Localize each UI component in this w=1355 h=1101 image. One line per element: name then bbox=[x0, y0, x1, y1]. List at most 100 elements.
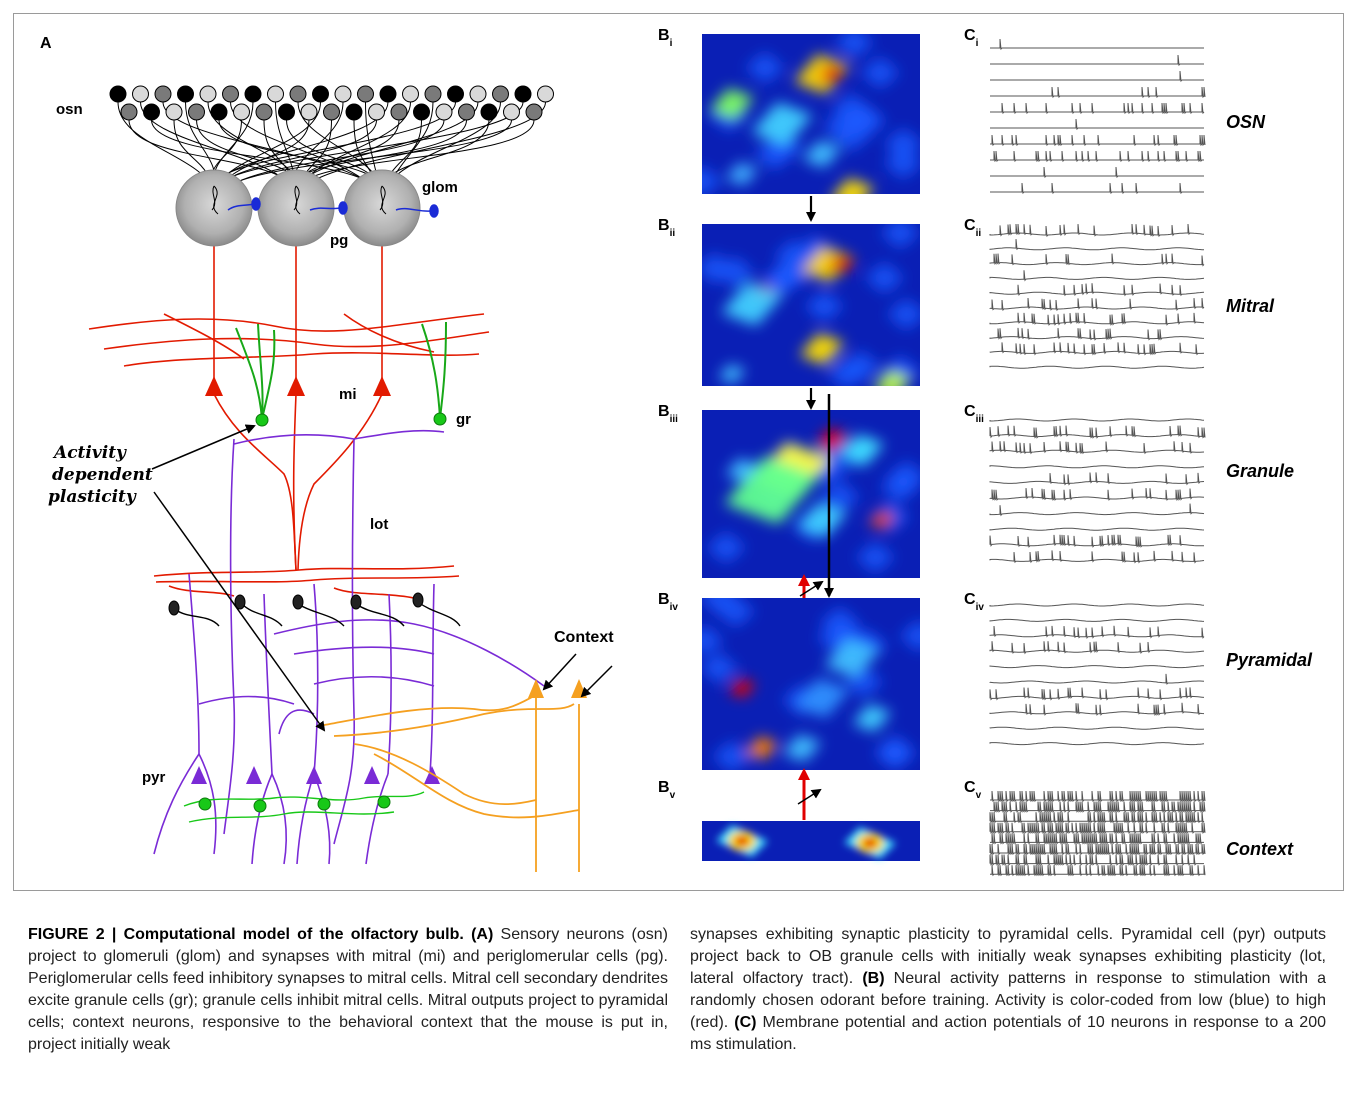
pg-label: pg bbox=[330, 232, 348, 249]
osn-cell bbox=[120, 103, 138, 121]
osn-cell bbox=[233, 103, 250, 121]
spike-trace-group bbox=[989, 223, 1205, 369]
panel-b-label: Bv bbox=[658, 779, 676, 801]
membrane-trace bbox=[989, 487, 1205, 502]
membrane-trace bbox=[990, 865, 1206, 877]
membrane-trace bbox=[989, 223, 1205, 238]
pyramidal-soma bbox=[191, 766, 207, 784]
row-label: OSN bbox=[1226, 112, 1266, 132]
granule-soma bbox=[253, 799, 267, 813]
plasticity-label-line-1: Activity bbox=[52, 443, 127, 463]
osn-cell bbox=[244, 85, 262, 103]
panel-a-letter: A bbox=[40, 35, 52, 52]
caption-tag-c: (C) bbox=[734, 1014, 757, 1031]
panel-c-traces: Ci OSN Cii Mitral Ciii Granule Civ Pyramidal Cv C… bbox=[964, 27, 1313, 877]
plasticity-arrow bbox=[153, 491, 326, 732]
caption-c-text: Membrane potential and action potentials… bbox=[690, 1014, 1327, 1053]
osn-cell bbox=[300, 103, 318, 121]
caption-left-column: FIGURE 2 | Computational model of the ol… bbox=[28, 924, 668, 1056]
membrane-trace bbox=[990, 102, 1205, 115]
membrane-trace bbox=[990, 86, 1206, 99]
membrane-trace bbox=[990, 182, 1204, 195]
pyramidal-soma bbox=[306, 766, 322, 784]
osn-label: osn bbox=[56, 101, 83, 118]
lot-label: lot bbox=[370, 516, 388, 533]
membrane-trace bbox=[990, 54, 1204, 67]
osn-cell bbox=[413, 103, 430, 121]
activity-heatmap bbox=[702, 34, 920, 194]
mitral-soma bbox=[205, 376, 223, 396]
osn-cell bbox=[435, 103, 453, 121]
osn-cell bbox=[514, 85, 532, 103]
caption-a-text: Sensory neurons (osn) project to glomeru… bbox=[28, 926, 668, 1053]
osn-cell bbox=[447, 85, 464, 103]
osn-cell bbox=[199, 85, 217, 103]
osn-cell bbox=[210, 103, 228, 121]
figure-canvas: A osn bbox=[40, 27, 1313, 877]
osn-cell bbox=[154, 85, 172, 103]
membrane-trace bbox=[989, 441, 1205, 455]
osn-cell bbox=[334, 85, 352, 103]
context-neurons bbox=[318, 694, 580, 872]
membrane-trace bbox=[990, 833, 1204, 845]
membrane-trace bbox=[989, 418, 1205, 422]
osn-cell bbox=[312, 85, 329, 103]
panel-b-label: Bi bbox=[658, 27, 673, 49]
membrane-trace bbox=[989, 312, 1205, 326]
interneuron-soma bbox=[412, 592, 424, 608]
osn-cell bbox=[255, 103, 273, 121]
pyramidal-soma bbox=[424, 766, 440, 784]
membrane-trace bbox=[989, 472, 1205, 486]
activity-heatmap bbox=[702, 598, 920, 770]
membrane-trace bbox=[989, 270, 1205, 282]
membrane-trace bbox=[989, 503, 1205, 517]
membrane-trace bbox=[989, 253, 1205, 267]
caption-right-column: synapses exhibiting synaptic plasticity … bbox=[690, 924, 1326, 1056]
caption-tag-b: (B) bbox=[862, 970, 885, 987]
membrane-trace bbox=[989, 239, 1205, 251]
membrane-trace bbox=[989, 342, 1205, 356]
caption-right-text: synapses exhibiting synaptic plasticity … bbox=[690, 926, 1326, 987]
mi-label: mi bbox=[339, 386, 357, 403]
periglomerular-cells bbox=[227, 197, 439, 218]
osn-cell bbox=[503, 103, 520, 121]
membrane-trace bbox=[989, 687, 1205, 701]
caption-tag-a: (A) bbox=[471, 926, 494, 943]
membrane-trace bbox=[990, 150, 1204, 163]
membrane-trace bbox=[990, 70, 1204, 83]
gr-label: gr bbox=[456, 411, 471, 428]
membrane-trace bbox=[990, 166, 1204, 179]
osn-cell bbox=[143, 103, 160, 121]
membrane-trace bbox=[989, 603, 1205, 607]
membrane-trace bbox=[989, 625, 1205, 639]
glom-label: glom bbox=[422, 179, 458, 196]
osn-cell bbox=[357, 85, 374, 103]
osn-cell bbox=[537, 85, 554, 103]
osn-cell bbox=[368, 103, 385, 121]
panel-b-label: Biii bbox=[658, 403, 678, 425]
plasticity-arrow bbox=[797, 788, 822, 805]
pyramidal-network bbox=[153, 429, 545, 865]
osn-cell bbox=[469, 85, 487, 103]
context-soma bbox=[528, 679, 544, 698]
caption-b-text: Neural activity patterns in response to … bbox=[690, 970, 1326, 1031]
membrane-trace bbox=[989, 702, 1205, 716]
osn-cell bbox=[222, 85, 239, 103]
membrane-trace bbox=[989, 550, 1205, 564]
osn-cell bbox=[402, 85, 419, 103]
granule-soma bbox=[433, 412, 447, 426]
granule-soma bbox=[198, 797, 212, 811]
activity-heatmap bbox=[702, 224, 920, 386]
membrane-trace bbox=[989, 822, 1206, 834]
plasticity-label-line-3: plasticity bbox=[48, 487, 137, 507]
mitral-cell-network bbox=[88, 208, 490, 599]
spike-trace-group bbox=[989, 603, 1205, 746]
membrane-trace bbox=[989, 742, 1205, 746]
membrane-trace bbox=[989, 365, 1205, 369]
osn-cell bbox=[424, 85, 442, 103]
panel-b-heatmaps: Bi Bii Biii Biv Bv bbox=[658, 27, 920, 861]
row-label: Pyramidal bbox=[1226, 650, 1313, 670]
interneuron-soma bbox=[350, 594, 362, 610]
context-arrow bbox=[580, 665, 613, 698]
membrane-trace bbox=[989, 534, 1205, 548]
